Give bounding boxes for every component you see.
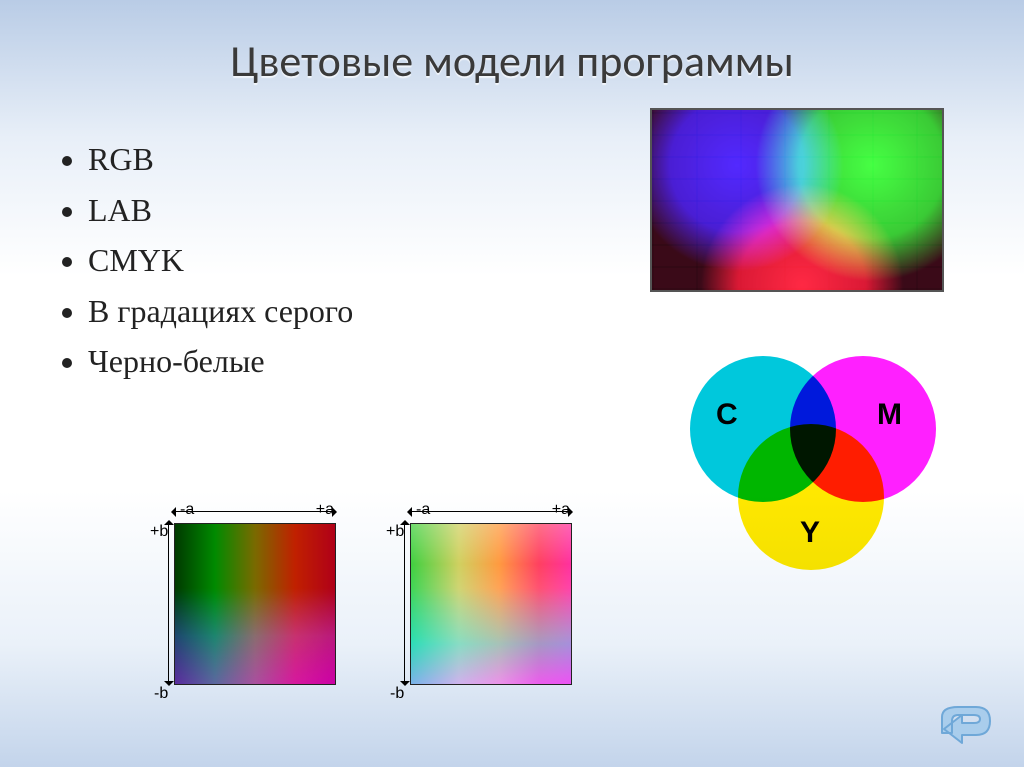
axis-label-a-pos: +a <box>552 501 570 519</box>
back-button[interactable] <box>924 699 996 747</box>
illustrations-column: C M Y <box>580 108 984 387</box>
rgb-additive-image <box>650 108 944 292</box>
bullet-item: Черно-белые <box>88 336 580 387</box>
axis-label-b-pos: +b <box>386 523 404 541</box>
cmyk-venn-diagram: C M Y <box>674 348 944 578</box>
axis-label-b-pos: +b <box>150 523 168 541</box>
yellow-label: Y <box>800 516 820 550</box>
u-turn-arrow-icon <box>924 699 996 747</box>
lab-gradient-2 <box>410 523 572 685</box>
slide: Цветовые модели программы RGB LAB CMYK В… <box>0 0 1024 767</box>
lab-gradient-1 <box>174 523 336 685</box>
axis-label-a-neg: -a <box>416 501 430 519</box>
axis-label-b-neg: -b <box>390 685 404 703</box>
magenta-label: M <box>877 398 902 432</box>
b-axis-arrow <box>404 523 405 683</box>
content-area: RGB LAB CMYK В градациях серого Черно-бе… <box>0 88 1024 387</box>
axis-label-a-pos: +a <box>316 501 334 519</box>
bullet-item: LAB <box>88 185 580 236</box>
bullet-item: В градациях серого <box>88 286 580 337</box>
bullet-item: RGB <box>88 134 580 185</box>
a-axis-arrow <box>174 511 334 512</box>
b-axis-arrow <box>168 523 169 683</box>
bullet-list: RGB LAB CMYK В градациях серого Черно-бе… <box>60 108 580 387</box>
axis-label-a-neg: -a <box>180 501 194 519</box>
a-axis-arrow <box>410 511 570 512</box>
axis-label-b-neg: -b <box>154 685 168 703</box>
lab-gradient-pair: -a +a +b -b -a +a +b -b <box>150 499 582 709</box>
lab-panel-light: -a +a +b -b <box>386 499 582 709</box>
slide-title: Цветовые модели программы <box>0 0 1024 88</box>
lab-panel-dark: -a +a +b -b <box>150 499 346 709</box>
bullet-item: CMYK <box>88 235 580 286</box>
cyan-label: C <box>716 398 738 432</box>
